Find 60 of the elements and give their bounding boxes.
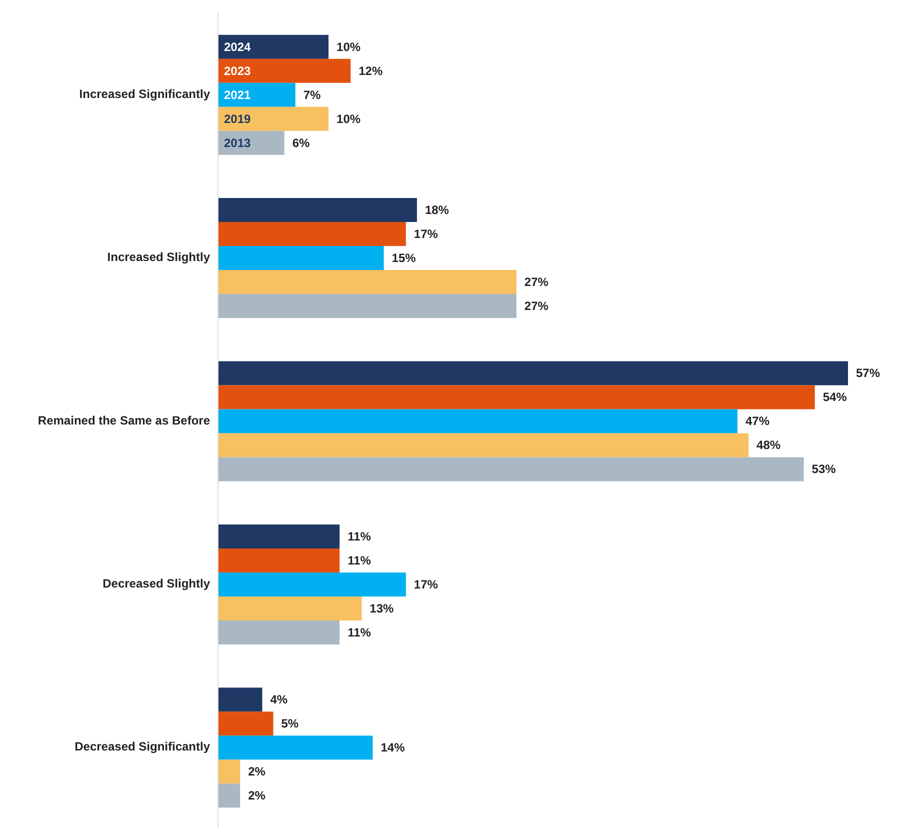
- data-label: 12%: [358, 64, 383, 78]
- data-label: 6%: [292, 136, 310, 150]
- bar: [218, 385, 815, 410]
- y-tick-label: Decreased Slightly: [102, 576, 210, 590]
- bar: [218, 34, 329, 59]
- data-label: 11%: [348, 625, 372, 640]
- data-label: 10%: [336, 112, 361, 126]
- data-label: 48%: [756, 438, 781, 452]
- data-label: 17%: [414, 227, 438, 242]
- y-tick-label: Increased Slightly: [107, 250, 210, 264]
- series-label: 2024: [224, 40, 252, 54]
- data-label: 57%: [856, 366, 880, 380]
- data-label: 18%: [424, 203, 450, 218]
- data-label: 4%: [270, 692, 288, 707]
- data-label: 27%: [524, 275, 549, 290]
- bar: [218, 524, 340, 548]
- data-label: 10%: [336, 40, 361, 54]
- bar: [218, 457, 804, 482]
- bar: [218, 361, 848, 386]
- data-label: 27%: [524, 299, 549, 314]
- series-label: 2023: [224, 64, 252, 78]
- bar: [218, 222, 406, 246]
- bar: [218, 596, 362, 620]
- bar: [218, 712, 274, 736]
- series-label: 2019: [224, 112, 252, 126]
- data-label: 2%: [248, 788, 266, 803]
- data-label: 15%: [392, 251, 416, 266]
- bar: [218, 198, 417, 222]
- bar: [218, 270, 516, 294]
- bar: [218, 106, 329, 131]
- data-label: 11%: [348, 529, 372, 544]
- bar: [218, 58, 351, 83]
- data-label: 14%: [380, 740, 406, 755]
- series-label: 2021: [224, 88, 252, 102]
- bar: [218, 620, 340, 644]
- y-tick-label: Increased Significantly: [79, 86, 210, 101]
- data-label: 17%: [414, 577, 438, 592]
- bar: [218, 688, 262, 712]
- y-tick-label: Decreased Significantly: [74, 740, 210, 754]
- bar: [218, 548, 340, 572]
- bar: [218, 246, 384, 270]
- bar: [218, 409, 738, 434]
- data-label: 13%: [370, 601, 394, 616]
- bar: [218, 130, 284, 155]
- bar: [218, 760, 240, 784]
- bar: [218, 784, 240, 808]
- bar: [218, 736, 373, 760]
- bar: [218, 294, 516, 318]
- data-label: 53%: [812, 462, 836, 476]
- bar: [218, 572, 406, 596]
- bar: [218, 433, 749, 458]
- y-tick-label: Remained the Same as Before: [38, 413, 210, 428]
- data-label: 11%: [348, 553, 372, 568]
- data-label: 54%: [822, 390, 848, 404]
- data-label: 47%: [745, 414, 770, 428]
- data-label: 7%: [303, 88, 322, 102]
- data-label: 2%: [248, 764, 266, 779]
- bar: [218, 82, 296, 107]
- series-label: 2013: [224, 136, 252, 150]
- data-label: 5%: [281, 716, 299, 731]
